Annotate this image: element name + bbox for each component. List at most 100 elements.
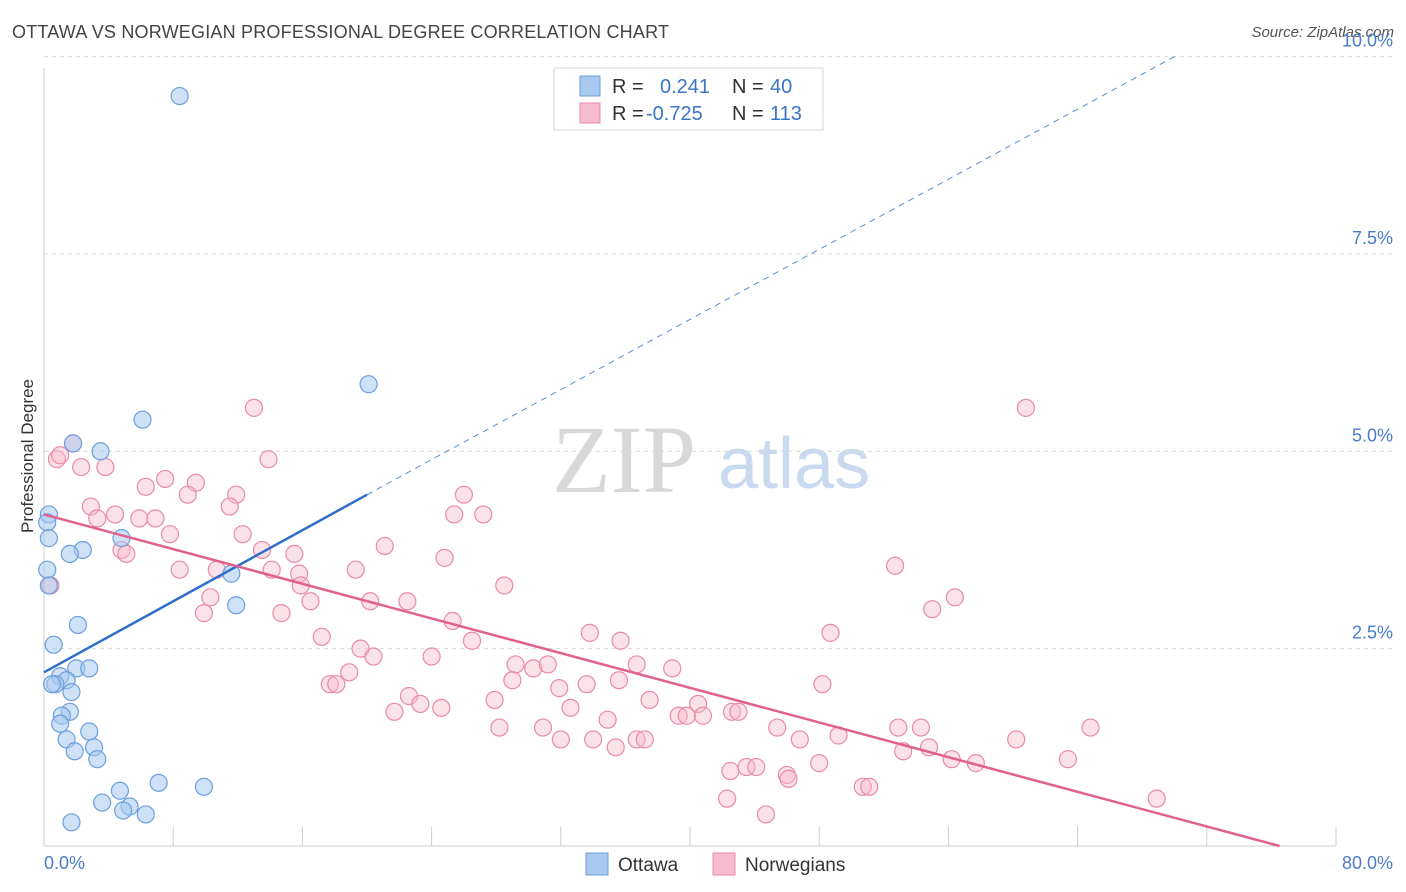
norwegians-point-89 [551,730,570,749]
norwegians-point-84 [533,718,553,737]
ottawa-point-16 [44,635,63,654]
norwegians-point-57 [524,659,543,678]
norwegians-point-80 [729,702,748,721]
norwegians-point-90 [583,730,603,749]
ottawa-point-32 [149,773,168,792]
norwegians-point-54 [364,647,383,666]
ottawa-point-38 [136,805,155,824]
norwegians-point-25 [375,536,394,556]
ottawa-point-14 [227,596,246,615]
norwegians-point-6 [244,398,264,417]
trend-lines [43,56,1280,848]
norwegians-point-107 [779,769,798,788]
norwegians-point-64 [503,671,522,690]
norwegians-point-104 [747,757,766,777]
gridlines [44,56,1392,650]
norwegians-point-15 [105,505,125,524]
ottawa-point-12 [38,560,57,579]
norwegians-points [41,398,1166,824]
norwegians-point-86 [889,718,908,737]
norwegians-point-96 [606,738,625,757]
ottawa-point-23 [62,682,81,702]
norwegians-point-92 [635,730,654,749]
legend-swatch-ottawa [579,75,601,97]
norwegians-point-49 [462,631,482,650]
norwegians-point-101 [1058,750,1078,769]
norwegians-point-74 [385,702,404,721]
norwegians-point-56 [506,655,525,674]
norwegians-point-45 [945,588,964,607]
correlation-legend: R = 0.241 N = 40 R = -0.725 N = 113 [553,67,824,131]
norwegians-point-11 [178,485,197,504]
ottawa-point-27 [80,722,99,741]
chart-title: OTTAWA VS NORWEGIAN PROFESSIONAL DEGREE … [12,22,670,42]
norwegians-point-36 [495,576,514,595]
norwegians-point-26 [435,548,454,567]
ottawa-point-2 [133,410,152,429]
norwegians-point-81 [598,710,617,729]
norwegians-point-3 [72,457,91,477]
legend-n-label-norwegians: N = [732,103,764,125]
ottawa-point-0 [170,86,189,106]
norwegians-point-43 [886,556,905,575]
norwegians-point-65 [577,675,596,694]
ottawa-points [38,86,378,832]
bottom-legend-norwegians: Norwegians [745,855,845,876]
legend-n-value-norwegians: 113 [770,103,802,125]
y-tick-label-0: 2.5% [1352,623,1393,643]
norwegians-point-46 [1016,398,1036,417]
ottawa-point-22 [42,675,62,694]
x-tick-labels: 0.0% 80.0% [44,853,1393,873]
norwegians-point-55 [422,647,441,666]
legend-r-label-ottawa: R = [612,76,644,98]
norwegians-point-95 [1007,730,1026,749]
ottawa-point-15 [68,615,88,635]
norwegians-point-40 [398,592,417,611]
norwegians-point-68 [813,675,832,694]
norwegians-point-29 [474,505,493,524]
norwegians-point-82 [677,706,696,725]
legend-r-value-norwegians: -0.725 [646,103,703,125]
legend-r-label-norwegians: R = [612,103,644,125]
ottawa-point-3 [91,442,110,461]
norwegians-point-88 [1081,718,1100,737]
norwegians-point-109 [860,777,879,796]
norwegians-point-66 [609,671,629,690]
ottawa-point-1 [359,375,378,394]
norwegians-point-72 [640,690,659,710]
ottawa-point-37 [114,801,133,820]
norwegians-point-34 [346,560,365,579]
norwegians-point-38 [301,592,320,611]
ottawa-point-30 [65,742,84,761]
series-legend: Ottawa Norwegians [585,852,845,876]
norwegians-trend-line [43,513,1280,848]
ottawa-point-18 [80,659,99,678]
ottawa-point-39 [62,813,81,832]
source-note: Source: ZipAtlas.com [1251,24,1394,41]
norwegians-point-27 [454,485,473,504]
norwegians-point-18 [88,509,107,528]
norwegians-point-60 [663,659,682,678]
bottom-legend-swatch-ottawa [585,852,609,876]
norwegians-point-87 [911,718,931,737]
x-tick-label-0: 0.0% [44,853,85,873]
norwegians-point-63 [327,675,346,694]
norwegians-point-22 [117,544,136,564]
axes [43,68,1337,847]
ottawa-point-7 [39,529,58,548]
legend-n-label-ottawa: N = [732,76,764,98]
norwegians-point-20 [233,525,252,544]
norwegians-point-50 [580,623,599,642]
norwegians-point-110 [718,789,737,808]
legend-r-value-ottawa: 0.241 [660,76,710,98]
norwegians-point-19 [160,525,180,544]
norwegians-point-59 [627,655,646,674]
norwegians-point-8 [156,469,175,489]
norwegians-point-44 [923,600,942,619]
ottawa-point-31 [88,750,107,769]
norwegians-point-71 [485,690,504,710]
norwegians-point-112 [1147,789,1166,808]
norwegians-point-102 [721,761,740,781]
ottawa-point-34 [110,781,130,800]
